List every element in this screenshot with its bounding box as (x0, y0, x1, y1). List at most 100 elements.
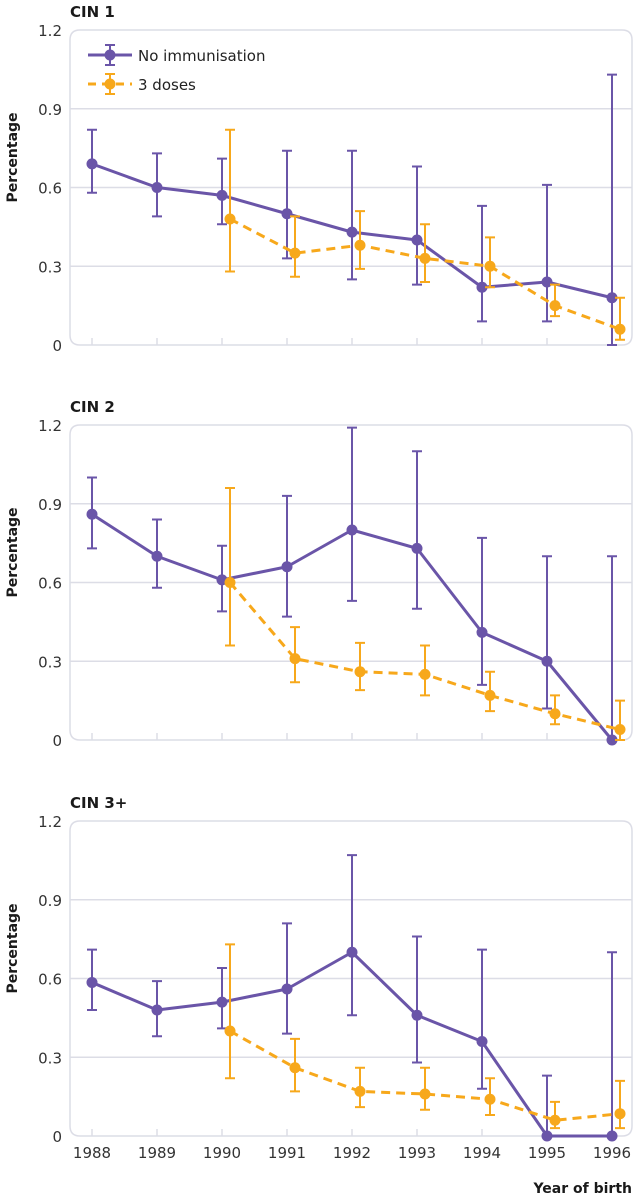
y-tick-label: 0.6 (38, 971, 62, 989)
y-tick-label: 0.9 (38, 496, 62, 514)
error-bar (542, 183, 552, 323)
y-tick-label: 0.9 (38, 892, 62, 910)
error-bar (225, 487, 235, 647)
data-point (419, 252, 431, 264)
error-bar (347, 426, 357, 602)
series-no-immunisation (86, 426, 618, 746)
data-point (224, 213, 236, 225)
panel-title: CIN 1 (70, 3, 115, 21)
data-point (86, 508, 98, 520)
data-point (289, 247, 301, 259)
error-bar (542, 1074, 552, 1137)
error-bar (477, 204, 487, 323)
legend: No immunisation 3 doses (88, 44, 265, 95)
data-point (281, 561, 293, 573)
data-point (411, 542, 423, 554)
data-point (346, 226, 358, 238)
panel-cin-1: CIN 1 Percentage 0 0.3 0.6 0.9 1.2 (5, 3, 633, 355)
x-tick-label: 1988 (73, 1144, 111, 1162)
data-point (484, 1093, 496, 1105)
error-bar (477, 536, 487, 686)
data-point (541, 276, 553, 288)
plot-frame (69, 820, 633, 1137)
series-3-doses (224, 487, 626, 741)
y-tick-label: 1.2 (38, 22, 62, 40)
error-bar (412, 450, 422, 610)
legend-item-no-immunisation: No immunisation (88, 44, 265, 66)
data-point (614, 1108, 626, 1120)
y-tick-label: 0.6 (38, 575, 62, 593)
legend-marker-3-doses (104, 78, 116, 90)
y-axis-label: Percentage (5, 112, 21, 202)
legend-label-3-doses: 3 doses (138, 76, 196, 94)
y-tick-label: 0.3 (38, 258, 62, 276)
data-point (86, 158, 98, 170)
error-bar (282, 494, 292, 618)
y-tick-label: 1.2 (38, 813, 62, 831)
error-bar (615, 1079, 625, 1130)
error-bar (225, 128, 235, 273)
data-point (151, 1004, 163, 1016)
panel-cin-3: CIN 3+ Percentage 0 0.3 0.6 0.9 1.2 1988 1989 199… (5, 794, 633, 1197)
x-tick-label: 1994 (463, 1144, 501, 1162)
y-tick-label: 1.2 (38, 417, 62, 435)
y-tick-label: 0 (52, 337, 62, 355)
y-tick-label: 0.9 (38, 101, 62, 119)
error-bar (412, 165, 422, 286)
data-point (151, 550, 163, 562)
x-axis-label: Year of birth (532, 1181, 632, 1197)
error-bar (347, 149, 357, 281)
x-tick-label: 1990 (203, 1144, 241, 1162)
data-point (354, 239, 366, 251)
data-point (549, 708, 561, 720)
data-point (289, 1062, 301, 1074)
x-tick-label: 1995 (528, 1144, 566, 1162)
error-bar (282, 922, 292, 1035)
x-tick-label: 1996 (593, 1144, 631, 1162)
x-tick-label: 1991 (268, 1144, 306, 1162)
legend-item-3-doses: 3 doses (88, 73, 196, 95)
y-axis-label: Percentage (5, 507, 21, 597)
data-point (606, 734, 618, 746)
series-no-immunisation (86, 73, 618, 346)
data-point (346, 946, 358, 958)
data-point (419, 668, 431, 680)
plot-frame (69, 29, 633, 346)
plot-frame (69, 424, 633, 741)
error-bar (290, 215, 300, 278)
data-point (354, 1085, 366, 1097)
y-tick-label: 0.6 (38, 180, 62, 198)
data-point (346, 524, 358, 536)
legend-label-no-immunisation: No immunisation (138, 47, 265, 65)
error-bar (607, 73, 617, 346)
y-tick-label: 0 (52, 1128, 62, 1146)
error-bar (542, 555, 552, 710)
panel-cin-2: CIN 2 Percentage 0 0.3 0.6 0.9 1.2 (5, 398, 633, 750)
data-point (484, 689, 496, 701)
data-point (614, 724, 626, 735)
error-bar (477, 948, 487, 1090)
data-point (281, 208, 293, 220)
x-tick-label: 1993 (398, 1144, 436, 1162)
data-point (224, 1025, 236, 1037)
y-tick-label: 0.3 (38, 1049, 62, 1067)
data-point (614, 323, 626, 335)
data-point (216, 189, 228, 201)
data-point (216, 996, 228, 1008)
data-point (606, 292, 618, 304)
error-bar (412, 935, 422, 1064)
y-tick-label: 0.3 (38, 653, 62, 671)
data-point (476, 281, 488, 293)
data-point (354, 666, 366, 678)
x-tick-label: 1992 (333, 1144, 371, 1162)
data-point (224, 577, 236, 588)
data-point (541, 1130, 553, 1142)
data-point (411, 1009, 423, 1021)
series-3-doses (224, 943, 626, 1130)
legend-marker-no-immunisation (104, 49, 116, 61)
data-point (549, 300, 561, 312)
panel-title: CIN 2 (70, 398, 115, 416)
y-axis-label: Percentage (5, 903, 21, 993)
data-point (476, 1036, 488, 1047)
error-bar (347, 854, 357, 1017)
